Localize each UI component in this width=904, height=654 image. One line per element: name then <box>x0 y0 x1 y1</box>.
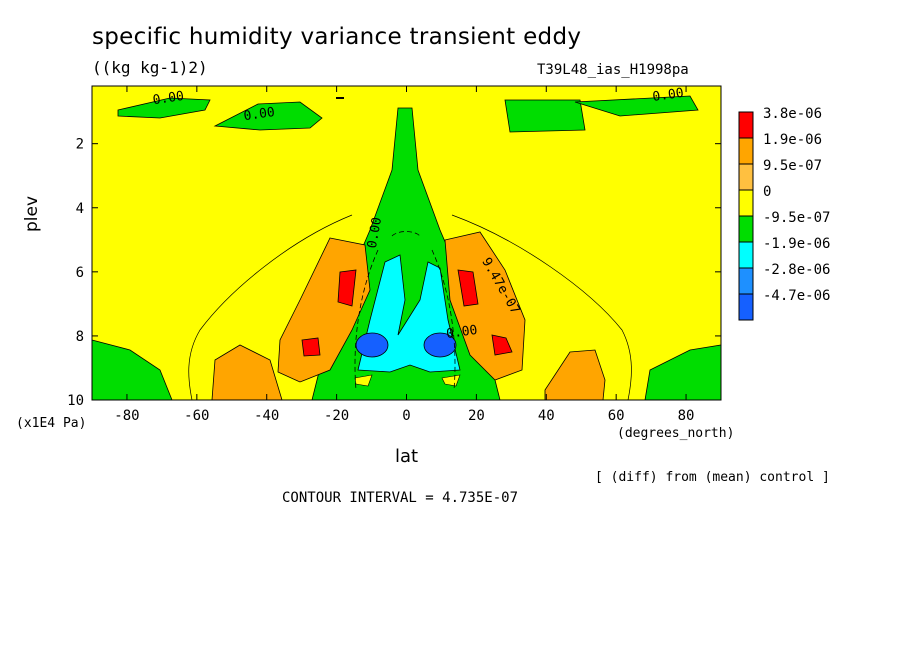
x-tick-label: 80 <box>678 408 695 424</box>
diff-note: [ (diff) from (mean) control ] <box>595 470 830 485</box>
contour-dashed-top <box>391 231 421 237</box>
contour-label: 0.00 <box>445 323 478 342</box>
x-tick-label: -60 <box>184 408 209 424</box>
region-red-left-upper <box>337 269 357 307</box>
chart-units: ((kg kg-1)2) <box>92 58 208 77</box>
y-tick-label: 2 <box>76 137 84 153</box>
contour-label: 0.00 <box>152 89 185 108</box>
legend-swatch <box>738 137 754 165</box>
x-tick-label: 20 <box>468 408 485 424</box>
x-tick-label: -40 <box>254 408 279 424</box>
x-axis: -80 -60 -40 -20 0 20 40 60 80 <box>114 86 694 424</box>
legend-swatch <box>738 111 754 139</box>
region-green-upper-right1 <box>504 99 586 133</box>
legend-label: -2.8e-06 <box>763 262 830 278</box>
legend-label: -9.5e-07 <box>763 210 830 226</box>
legend-label: -4.7e-06 <box>763 288 830 304</box>
region-red-left-lower <box>301 337 321 357</box>
legend-label: 9.5e-07 <box>763 158 822 174</box>
legend-swatch <box>738 241 754 269</box>
chart-title: specific humidity variance transient edd… <box>92 24 582 50</box>
region-red-right-lower <box>491 334 513 356</box>
contour-interval: CONTOUR INTERVAL = 4.735E-07 <box>282 490 519 506</box>
legend: 3.8e-06 1.9e-06 9.5e-07 0 -9.5e-07 -1.9e-06 -2… <box>738 106 830 321</box>
region-blue-left <box>355 332 389 358</box>
legend-label: 0 <box>763 184 771 200</box>
region-orange-low-left <box>211 344 283 401</box>
region-green-upper-left <box>117 97 211 119</box>
x-tick-label: 60 <box>608 408 625 424</box>
legend-swatch <box>738 267 754 295</box>
y-axis-unit: (x1E4 Pa) <box>16 416 87 431</box>
legend-swatch <box>738 293 754 321</box>
region-red-right-upper <box>457 269 479 307</box>
y-tick-label: 4 <box>76 201 84 217</box>
x-tick-label: -80 <box>114 408 139 424</box>
legend-label: 3.8e-06 <box>763 106 822 122</box>
legend-swatch <box>738 189 754 217</box>
legend-swatch <box>738 163 754 191</box>
contour-label: 0.00 <box>365 216 385 249</box>
contour-line-left <box>188 214 353 401</box>
contour-line-right <box>451 214 632 401</box>
legend-label: -1.9e-06 <box>763 236 830 252</box>
run-id: T39L48_ias_H1998pa <box>537 62 689 78</box>
x-axis-unit: (degrees_north) <box>617 426 735 441</box>
x-tick-label: 40 <box>538 408 555 424</box>
region-yellow-pocket-right <box>441 374 461 387</box>
y-tick-label: 10 <box>67 393 84 409</box>
x-axis-label: lat <box>395 446 419 467</box>
contour-label: 0.00 <box>243 105 276 124</box>
small-mark <box>336 97 344 99</box>
x-tick-label: -20 <box>324 408 349 424</box>
legend-label: 1.9e-06 <box>763 132 822 148</box>
y-tick-label: 8 <box>76 329 84 345</box>
y-axis: 2 4 6 8 10 <box>67 137 721 409</box>
y-tick-label: 6 <box>76 265 84 281</box>
region-yellow-pocket-left <box>354 374 373 387</box>
region-blue-right <box>423 332 457 358</box>
x-tick-label: 0 <box>402 408 410 424</box>
region-green-upper-mid <box>213 101 323 131</box>
region-green-upper-right2 <box>574 95 699 117</box>
legend-swatch <box>738 215 754 243</box>
contour-label: 0.00 <box>652 86 685 105</box>
